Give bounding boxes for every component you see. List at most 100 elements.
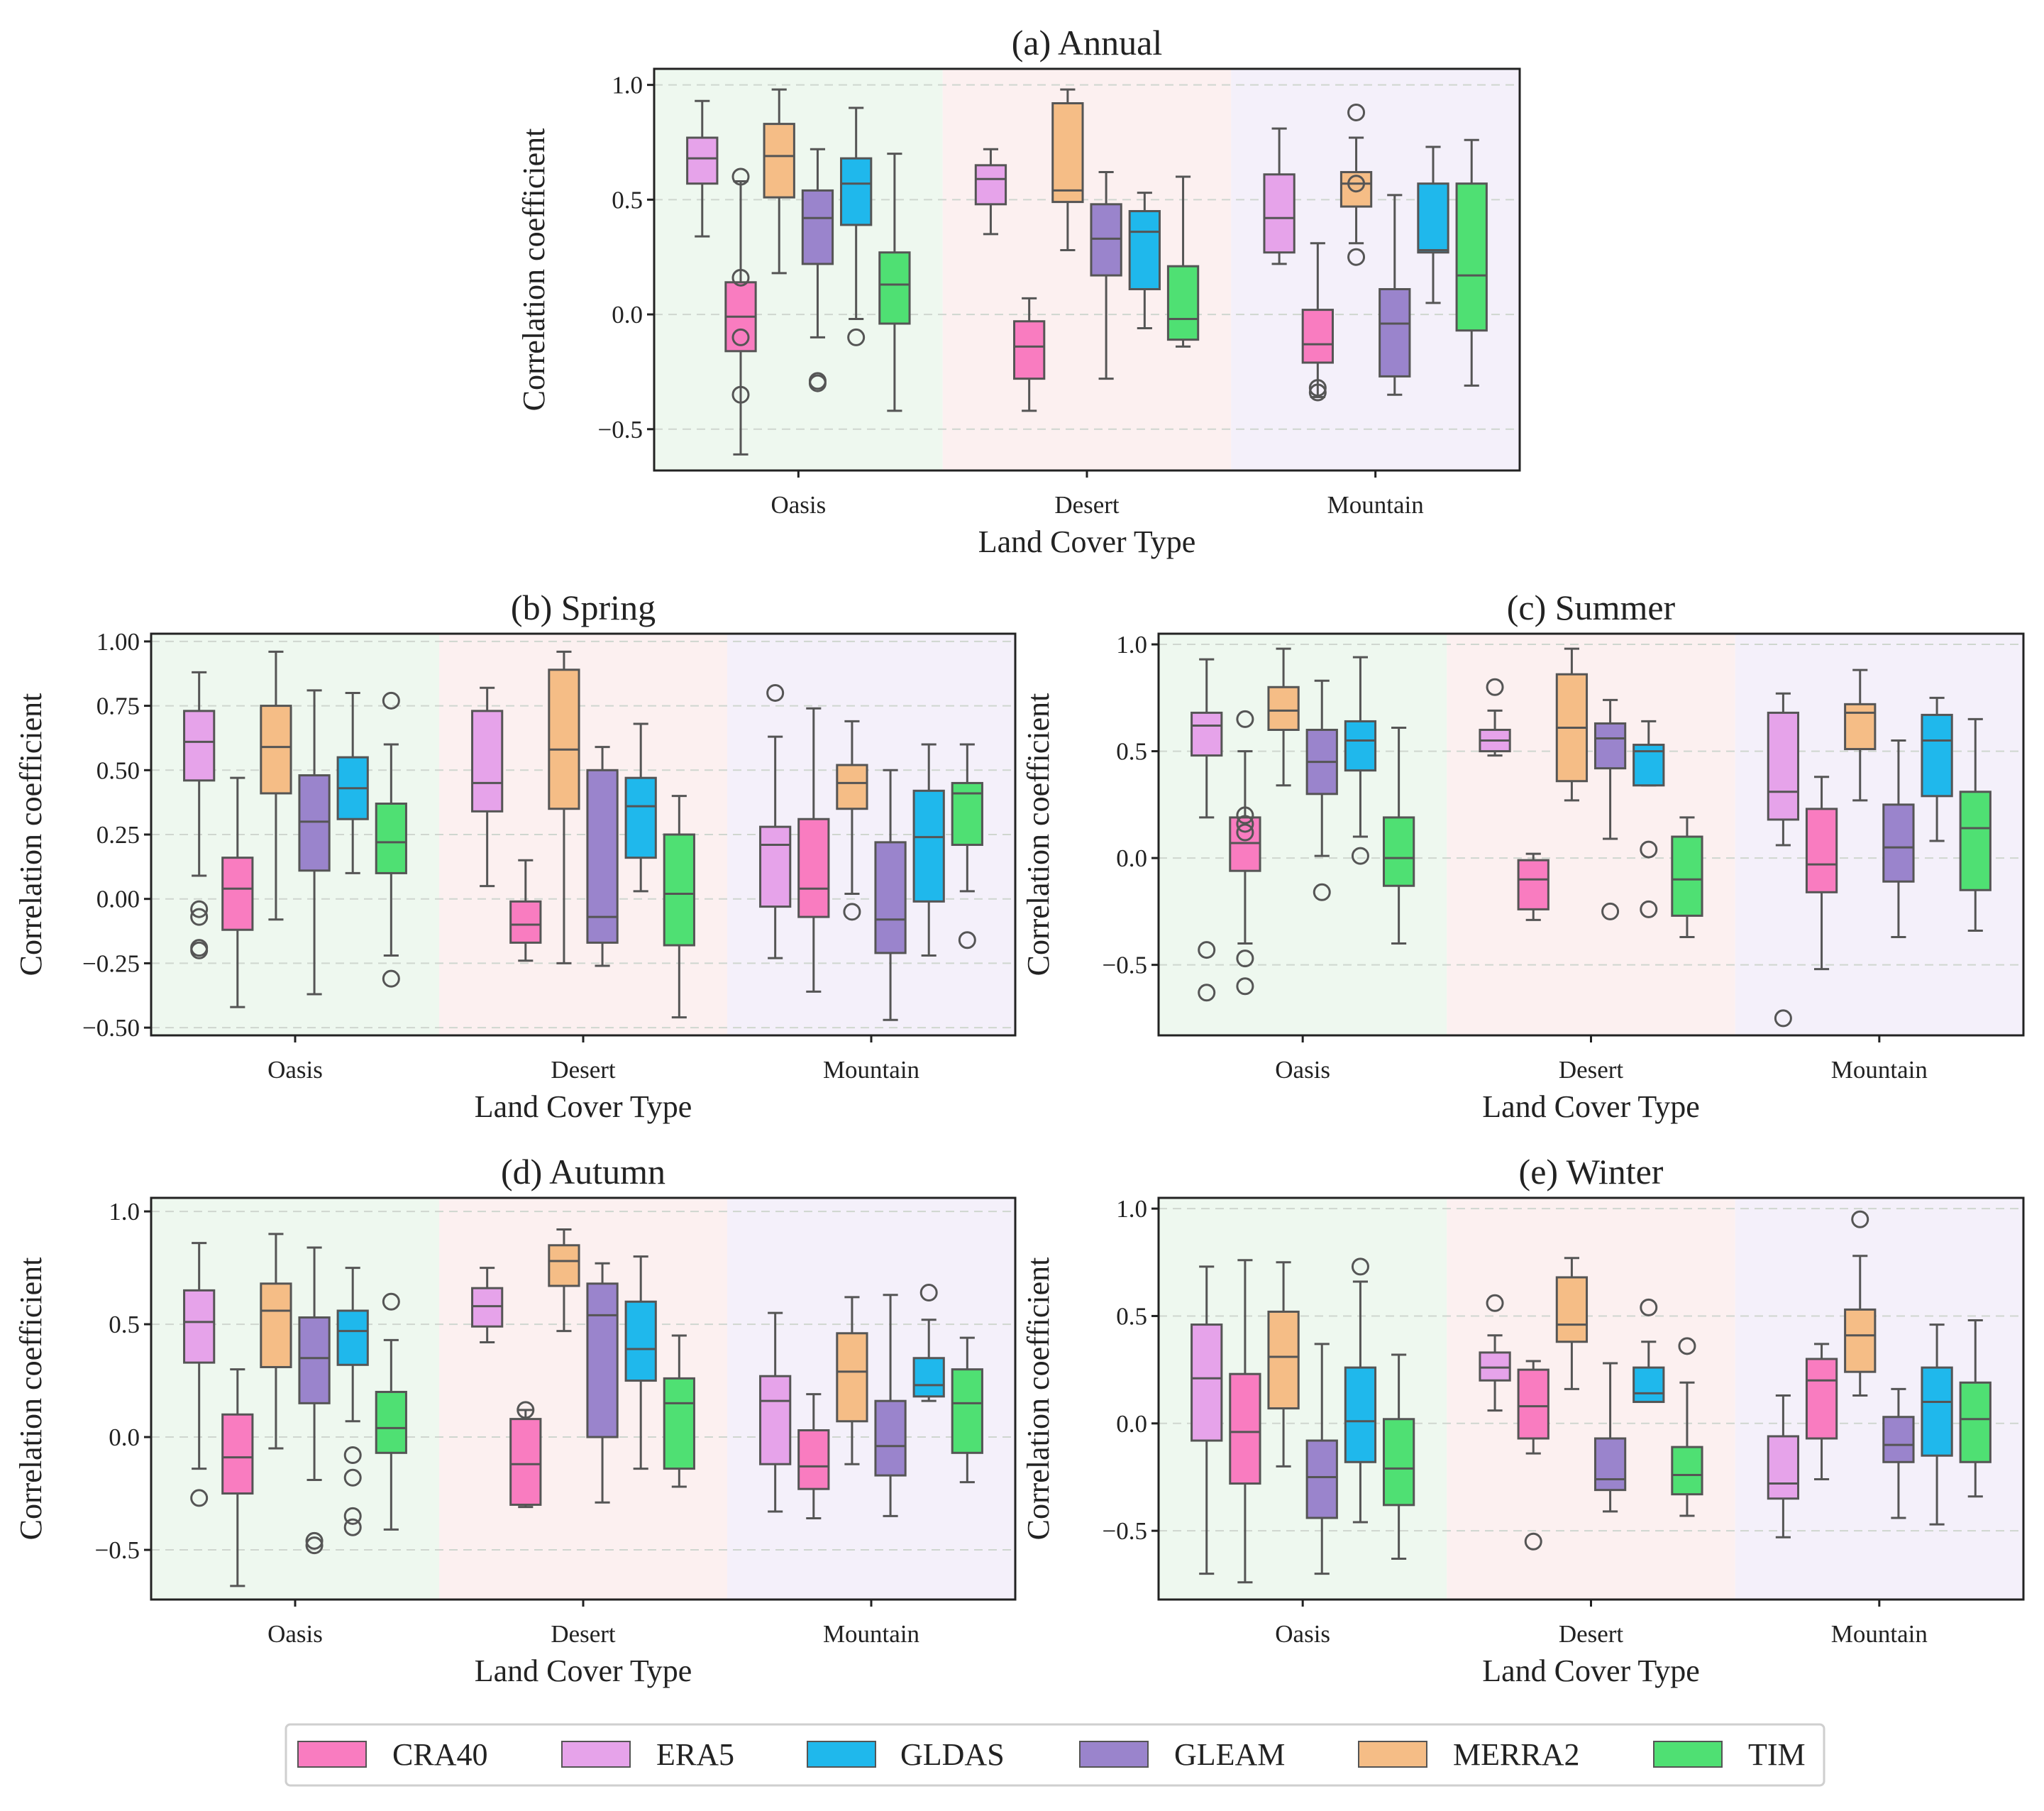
x-axis-label: Land Cover Type [1482, 1089, 1699, 1124]
box-gleam-mountain [874, 1294, 907, 1517]
box-body [797, 818, 830, 918]
box-gldas-mountain [1921, 1323, 1953, 1526]
box-body [1555, 1276, 1589, 1343]
box-body [1339, 171, 1373, 208]
outlier-point [1347, 103, 1366, 121]
box-body [801, 189, 834, 265]
box-tim-mountain [951, 1336, 983, 1484]
box-cra40-oasis [221, 776, 254, 1008]
outlier-point [305, 1531, 324, 1550]
box-gldas-mountain [1921, 696, 1953, 842]
y-tick-label: 1.00 [96, 628, 140, 656]
outlier-point [1347, 175, 1366, 193]
outlier-point [343, 1507, 362, 1525]
legend-swatch-gldas [807, 1741, 876, 1768]
y-tick-label: 1.0 [109, 1198, 140, 1226]
box-merra2-mountain [836, 720, 868, 921]
box-body [221, 1413, 254, 1495]
box-body [912, 789, 945, 903]
outlier-point [1236, 977, 1254, 996]
legend-swatch-tim [1653, 1741, 1723, 1768]
box-era5-mountain [1263, 127, 1296, 265]
y-tick-label: 0.00 [96, 886, 140, 913]
panel-title: (a) Annual [1012, 23, 1162, 62]
box-body [586, 1282, 619, 1438]
box-body [624, 776, 657, 859]
box-merra2-mountain [1339, 103, 1373, 266]
box-cra40-desert [509, 1401, 542, 1509]
box-body [912, 1357, 945, 1398]
outlier-point [1236, 823, 1254, 842]
y-axis-label: Correlation coefficient [1021, 693, 1056, 976]
box-cra40-oasis [724, 167, 757, 456]
box-body [471, 710, 504, 813]
box-tim-desert [663, 795, 695, 1019]
box-body [1382, 1418, 1415, 1507]
box-body [1267, 686, 1300, 731]
x-tick-label-mountain: Mountain [1327, 491, 1424, 519]
box-gleam-oasis [298, 1246, 331, 1555]
box-tim-mountain [1455, 138, 1488, 387]
box-merra2-mountain [1844, 1210, 1877, 1397]
box-body [548, 1244, 580, 1287]
outlier-point [731, 385, 750, 404]
outlier-point [843, 903, 861, 921]
box-body [836, 764, 868, 810]
box-body [1593, 722, 1627, 770]
chart-panel-5: −0.5 0.0 0.5 1.0 Oasis Desert Mountain (e) Wint… [1021, 1152, 2025, 1688]
box-body [1805, 808, 1838, 893]
box-era5-mountain [759, 1311, 792, 1513]
legend-label-era5: ERA5 [656, 1737, 734, 1772]
x-axis-label: Land Cover Type [475, 1653, 692, 1688]
box-tim-desert [663, 1334, 695, 1488]
box-body [836, 1332, 868, 1423]
y-tick-label: 0.50 [96, 756, 140, 784]
outlier-point [1640, 900, 1658, 918]
outlier-point [190, 908, 209, 926]
box-body [1844, 1308, 1877, 1373]
box-body [663, 833, 695, 947]
box-cra40-desert [1013, 297, 1046, 412]
legend-swatch-era5 [561, 1741, 631, 1768]
x-tick-label-mountain: Mountain [1831, 1620, 1928, 1648]
box-body [509, 1418, 542, 1506]
box-merra2-desert [548, 1228, 580, 1333]
box-era5-desert [471, 686, 504, 888]
box-cra40-desert [509, 859, 542, 962]
box-era5-desert [974, 148, 1007, 236]
box-gleam-desert [1090, 171, 1122, 380]
box-era5-desert [471, 1267, 504, 1344]
box-gldas-oasis [336, 691, 369, 874]
box-gleam-mountain [874, 769, 907, 1021]
box-era5-mountain [759, 683, 792, 959]
y-tick-label: 0.5 [109, 1311, 140, 1338]
box-body [951, 1368, 983, 1454]
box-gleam-mountain [1379, 194, 1411, 396]
box-gleam-oasis [801, 148, 834, 392]
box-tim-oasis [375, 1292, 407, 1531]
x-tick-label-oasis: Oasis [770, 491, 826, 519]
x-tick-label-desert: Desert [1559, 1620, 1624, 1648]
outlier-point [1601, 902, 1620, 920]
outlier-point [343, 1446, 362, 1464]
box-body [1382, 816, 1415, 887]
box-body [1344, 720, 1377, 772]
box-body [1229, 1372, 1261, 1485]
outlier-point [1236, 806, 1254, 825]
box-gldas-desert [624, 1255, 657, 1470]
y-tick-label: 0.25 [96, 821, 140, 849]
box-body [1517, 859, 1549, 910]
y-tick-label: 0.0 [1116, 844, 1147, 872]
outlier-point [1678, 1337, 1696, 1355]
box-merra2-desert [1051, 88, 1084, 252]
box-body [1305, 1439, 1338, 1519]
outlier-point [343, 1468, 362, 1487]
box-body [336, 1309, 369, 1366]
y-tick-label: −0.5 [1103, 952, 1148, 979]
box-gldas-desert [1128, 192, 1161, 329]
box-body [1455, 182, 1488, 332]
outlier-point [1308, 379, 1327, 397]
outlier-point [190, 900, 209, 918]
box-merra2-oasis [1267, 1261, 1300, 1468]
